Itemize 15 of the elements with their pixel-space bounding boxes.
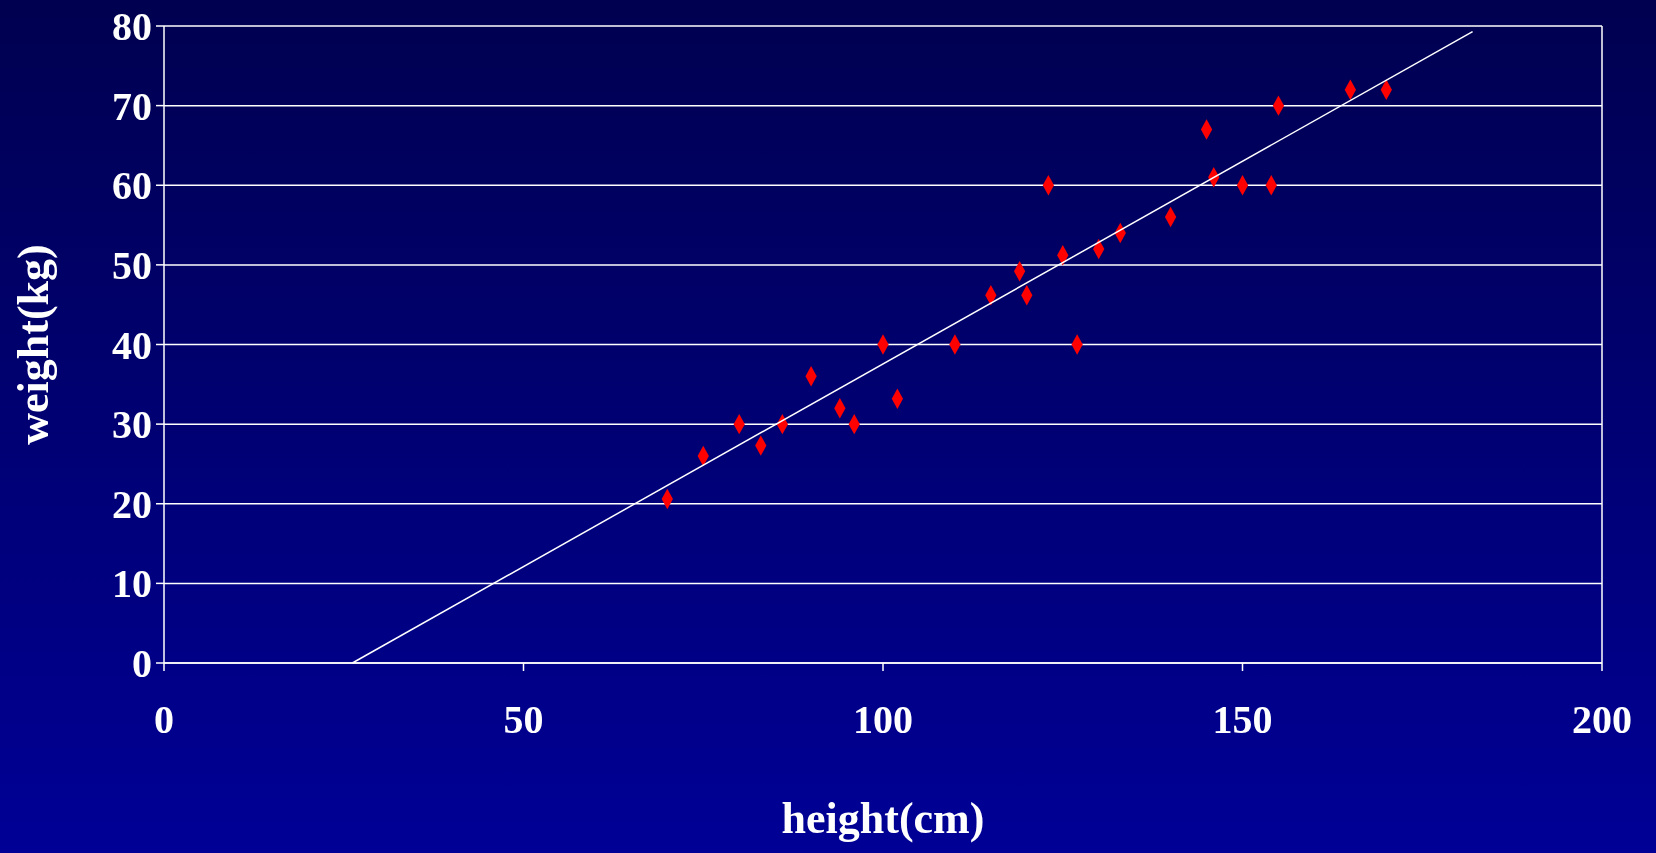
x-tick-label: 200	[1572, 697, 1632, 742]
y-tick-label: 80	[112, 4, 152, 49]
y-tick-label: 70	[112, 83, 152, 129]
y-tick-label: 30	[112, 402, 152, 448]
x-tick-label: 100	[853, 697, 913, 742]
y-tick-label: 50	[112, 242, 152, 288]
y-tick-label: 60	[112, 163, 152, 209]
y-tick-label: 40	[112, 322, 152, 368]
y-tick-label: 20	[112, 481, 152, 527]
x-tick-label: 50	[503, 697, 544, 742]
x-axis-title: height(cm)	[781, 794, 985, 843]
y-axis-title: weight(kg)	[9, 244, 58, 445]
x-tick-label: 150	[1212, 697, 1273, 742]
y-tick-label: 0	[132, 641, 152, 686]
y-tick-label: 10	[112, 561, 152, 607]
